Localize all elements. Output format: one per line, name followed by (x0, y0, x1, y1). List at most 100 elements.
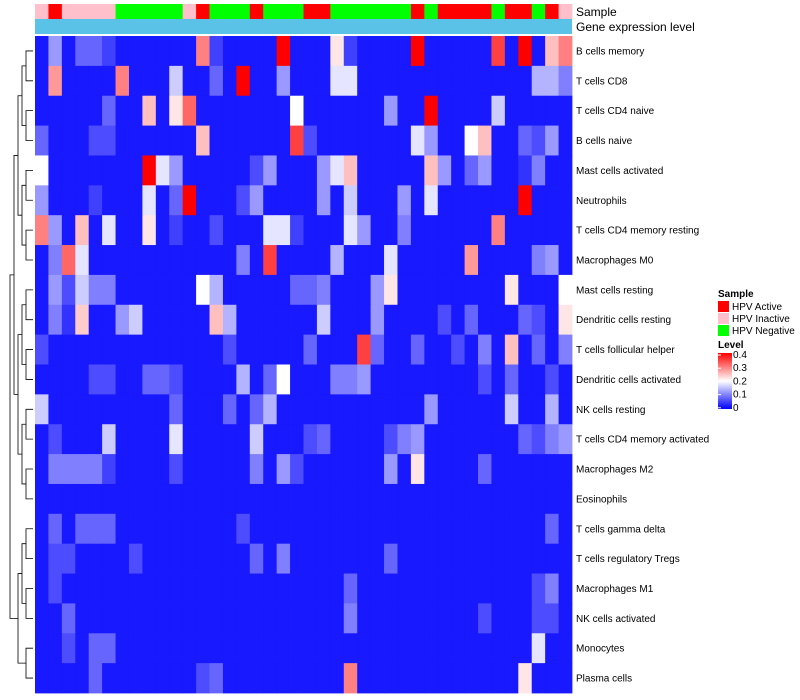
heatmap-cell (276, 483, 291, 515)
heatmap-cell (142, 274, 157, 306)
heatmap-cell (424, 394, 439, 425)
heatmap-cell (276, 573, 291, 604)
row-label: T cells CD4 naive (576, 106, 655, 117)
heatmap-cell (478, 483, 492, 515)
heatmap-cell (330, 424, 345, 455)
heatmap-cell (531, 483, 546, 515)
heatmap-cell (451, 483, 465, 515)
heatmap-cell (518, 633, 533, 664)
heatmap-cell (236, 125, 251, 156)
row-label: NK cells resting (576, 405, 645, 416)
heatmap-cell (504, 364, 519, 395)
heatmap-cell (276, 364, 291, 395)
heatmap-cell (451, 603, 465, 634)
heatmap-cell (196, 483, 210, 515)
heatmap-cell (115, 483, 130, 515)
heatmap-cell (196, 454, 210, 485)
heatmap-cell (249, 65, 264, 97)
heatmap-cell (61, 424, 76, 455)
heatmap-cell (357, 304, 372, 336)
heatmap-cell (545, 663, 559, 694)
heatmap-cell (196, 603, 210, 634)
sample-annotation-cell (196, 4, 210, 19)
heatmap-cell (491, 185, 506, 216)
heatmap-cell (330, 125, 345, 156)
heatmap-cell (155, 304, 170, 336)
heatmap-cell (263, 95, 278, 126)
heatmap-cell (35, 364, 49, 395)
level-legend-title: Level (718, 340, 744, 351)
heatmap-cell (370, 36, 385, 67)
heatmap-cell (196, 274, 210, 306)
heatmap-cell (330, 573, 345, 604)
heatmap-cell (464, 245, 479, 276)
dendrogram-branch (25, 50, 33, 82)
heatmap-cell (102, 394, 116, 425)
heatmap-cell (75, 185, 90, 216)
heatmap-cell (316, 513, 331, 545)
heatmap-cell (263, 215, 278, 246)
heatmap-cell (357, 394, 372, 425)
heatmap-cell (343, 185, 358, 216)
heatmap-cell (88, 663, 103, 694)
sample-annotation-cell (142, 4, 157, 19)
heatmap-cell (61, 36, 76, 67)
heatmap-cell (478, 274, 492, 306)
heatmap-cell (397, 185, 412, 216)
heatmap-cell (128, 364, 143, 395)
heatmap-cell (61, 663, 76, 694)
heatmap-cell (545, 125, 559, 156)
heatmap-cell (182, 185, 197, 216)
heatmap-cell (169, 573, 184, 604)
heatmap-cell (236, 185, 251, 216)
heatmap-cell (155, 513, 170, 545)
heatmap-cell (263, 513, 278, 545)
heatmap-cell (437, 543, 452, 574)
heatmap-cell (316, 334, 331, 365)
heatmap-cell (437, 36, 452, 67)
heatmap-cell (115, 394, 130, 425)
heatmap-cell (236, 215, 251, 246)
heatmap-cell (504, 573, 519, 604)
dendrogram-branch (9, 274, 18, 619)
heatmap-cell (384, 304, 398, 336)
heatmap-cell (263, 633, 278, 664)
heatmap-cell (504, 454, 519, 485)
heatmap-cell (451, 424, 465, 455)
heatmap-cell (169, 543, 184, 574)
row-label: Dendritic cells activated (576, 375, 681, 386)
heatmap-cell (115, 36, 130, 67)
heatmap-cell (128, 245, 143, 276)
dendrogram-branch (25, 349, 33, 380)
heatmap-cell (357, 215, 372, 246)
heatmap-cell (437, 65, 452, 97)
heatmap-cell (75, 663, 90, 694)
heatmap-cell (236, 304, 251, 336)
heatmap-cell (196, 633, 210, 664)
heatmap-cell (330, 245, 345, 276)
heatmap-cell (75, 334, 90, 365)
heatmap-cell (209, 513, 224, 545)
heatmap-cell (397, 155, 412, 186)
heatmap-cell (196, 513, 210, 545)
heatmap-cell (518, 95, 533, 126)
heatmap-cell (196, 95, 210, 126)
heatmap-cell (424, 603, 439, 634)
heatmap-cell (397, 394, 412, 425)
heatmap-cell (128, 304, 143, 336)
heatmap-cell (343, 215, 358, 246)
heatmap-cell (48, 543, 63, 574)
heatmap-cell (115, 215, 130, 246)
heatmap-cell (303, 334, 318, 365)
heatmap-cell (75, 155, 90, 186)
heatmap-cell (75, 573, 90, 604)
heatmap-cell (48, 394, 63, 425)
sample-annotation-cell (236, 4, 251, 19)
heatmap-cell (464, 573, 479, 604)
heatmap-cell (545, 245, 559, 276)
heatmap-cell (343, 364, 358, 395)
heatmap-cell (491, 483, 506, 515)
heatmap-cell (545, 274, 559, 306)
row-labels: B cells memory T cells CD8 T cells CD4 nai… (576, 46, 709, 684)
heatmap-cell (88, 36, 103, 67)
